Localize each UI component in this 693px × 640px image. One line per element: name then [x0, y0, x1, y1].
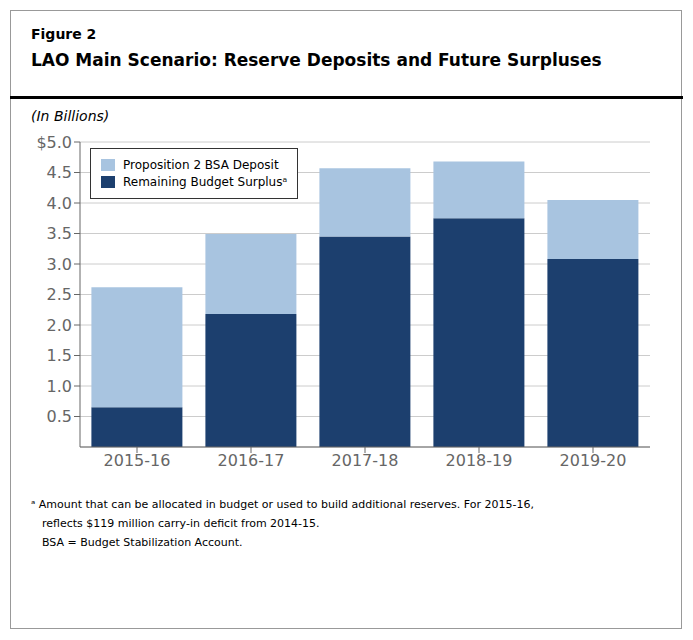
svg-text:0.5: 0.5: [47, 407, 72, 426]
html-text:Proposition 2 BSA Deposit: Proposition 2 BSA Deposit: [123, 158, 279, 172]
svg-text:2.0: 2.0: [47, 316, 72, 335]
svg-text:$5.0: $5.0: [36, 133, 72, 152]
svg-text:3.0: 3.0: [47, 255, 72, 274]
html-text:reflects $119 million carry-in: reflects $119 million carry-in deficit f…: [42, 517, 320, 530]
svg-text:2019-20: 2019-20: [560, 451, 627, 470]
svg-text:2.5: 2.5: [47, 285, 72, 304]
svg-text:1.5: 1.5: [47, 346, 72, 365]
svg-text:1.0: 1.0: [47, 377, 72, 396]
svg-text:2017-18: 2017-18: [332, 451, 399, 470]
svg-text:2018-19: 2018-19: [446, 451, 513, 470]
svg-text:2016-17: 2016-17: [218, 451, 285, 470]
svg-text:4.0: 4.0: [47, 194, 72, 213]
html-text:Figure 2: Figure 2: [31, 26, 97, 42]
html-text:BSA = Budget Stabilization Acc: BSA = Budget Stabilization Account.: [42, 536, 243, 549]
html-text:(In Billions): (In Billions): [31, 108, 110, 124]
html-text:Remaining Budget Surplusᵃ: Remaining Budget Surplusᵃ: [123, 175, 288, 189]
svg-text:3.5: 3.5: [47, 224, 72, 243]
html-text:LAO Main Scenario: Reserve Dep: LAO Main Scenario: Reserve Deposits and …: [31, 50, 602, 70]
svg-text:4.5: 4.5: [47, 163, 72, 182]
svg-text:2015-16: 2015-16: [104, 451, 171, 470]
html-text:ᵃ Amount that can be allocated: ᵃ Amount that can be allocated in budget…: [31, 498, 534, 511]
